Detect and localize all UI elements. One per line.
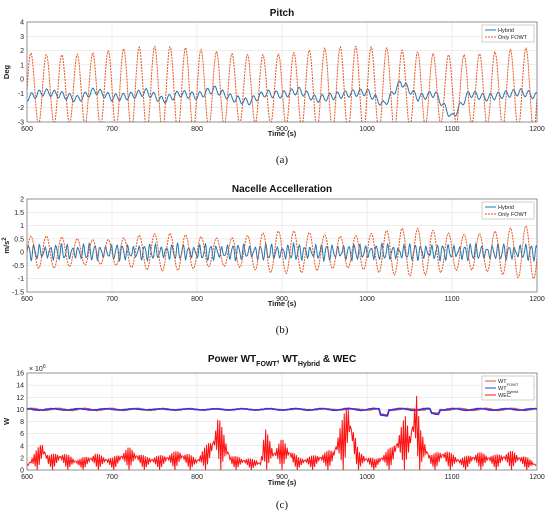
y-tick-label: 4 xyxy=(20,443,24,450)
x-tick-label: 1100 xyxy=(444,296,459,303)
chart-title: Power WTFOWT, WTHybrid & WEC xyxy=(208,354,356,368)
y-tick-label: 0 xyxy=(20,250,24,257)
x-tick-label: 800 xyxy=(191,474,203,481)
series-line xyxy=(27,225,537,280)
y-tick-label: -1.5 xyxy=(12,290,24,297)
series-line xyxy=(27,407,537,417)
plot-area xyxy=(27,45,537,122)
x-axis-label: Time (s) xyxy=(268,299,297,308)
exponent-label: × 106 xyxy=(29,364,46,373)
x-tick-label: 1000 xyxy=(359,296,375,303)
x-tick-label: 1200 xyxy=(529,296,545,303)
panel-2: 600 700 800 900 1000 1100 1200 0 2 4 6 8 10 12 14 16 Pow… xyxy=(2,354,545,511)
y-axis-label: m/s2 xyxy=(2,237,11,254)
y-tick-label: 0 xyxy=(20,77,24,84)
y-tick-label: 4 xyxy=(20,20,24,27)
plot-frame xyxy=(26,198,538,293)
figure-caption: (a) xyxy=(276,154,289,166)
legend-entry: WTFOWT xyxy=(498,379,519,387)
y-tick-label: 2 xyxy=(20,197,24,204)
y-tick-label: 0.5 xyxy=(14,236,24,243)
y-tick-label: 1 xyxy=(20,223,24,230)
y-tick-label: 2 xyxy=(20,48,24,55)
y-tick-label: 1 xyxy=(20,62,24,69)
plot-area xyxy=(27,395,537,470)
y-tick-label: 6 xyxy=(20,431,24,438)
x-tick-label: 700 xyxy=(106,296,118,303)
legend-box xyxy=(481,201,535,220)
y-tick-label: 3 xyxy=(20,34,24,41)
figure-caption: (c) xyxy=(276,499,289,511)
chart-title: Nacelle Accelleration xyxy=(232,184,332,195)
x-tick-label: 600 xyxy=(21,474,33,481)
figure-caption: (b) xyxy=(276,324,289,336)
x-tick-label: 900 xyxy=(276,126,288,133)
legend-box xyxy=(481,24,535,43)
y-tick-label: 12 xyxy=(16,395,24,402)
y-tick-label: -1 xyxy=(18,276,24,283)
y-tick-label: -1 xyxy=(18,91,24,98)
series-line xyxy=(27,241,537,263)
panel-0: 600 700 800 900 1000 1100 1200 -3 -2 -1 0 1 2 3 4 Pitch… xyxy=(2,8,545,166)
y-tick-label: -3 xyxy=(18,120,24,127)
y-tick-label: 0 xyxy=(20,468,24,475)
x-axis-label: Time (s) xyxy=(268,478,297,487)
y-tick-label: -2 xyxy=(18,105,24,112)
y-tick-label: 8 xyxy=(20,419,24,426)
series-line xyxy=(27,45,537,122)
x-axis-label: Time (s) xyxy=(268,129,297,138)
y-tick-label: 2 xyxy=(20,455,24,462)
x-tick-label: 900 xyxy=(276,474,288,481)
x-tick-label: 1200 xyxy=(529,126,545,133)
y-axis-label: Deg xyxy=(2,64,11,79)
x-tick-label: 600 xyxy=(21,126,33,133)
series-line xyxy=(27,80,537,117)
legend-entry: Hybrid xyxy=(498,28,514,34)
x-tick-label: 1100 xyxy=(444,474,459,481)
panel-1: 600 700 800 900 1000 1100 1200 -1.5 -1 -0.5 0 0.5 1 1… xyxy=(2,184,545,336)
x-tick-label: 1000 xyxy=(359,126,375,133)
plot-frame xyxy=(26,372,538,471)
x-tick-label: 800 xyxy=(191,296,203,303)
y-tick-label: 16 xyxy=(16,371,24,378)
y-axis-label: W xyxy=(2,417,11,425)
legend-entry: Only FOWT xyxy=(498,35,528,41)
plot-frame xyxy=(26,21,538,123)
y-tick-label: 14 xyxy=(16,383,24,390)
y-tick-label: 1.5 xyxy=(14,210,24,217)
legend-entry: Only FOWT xyxy=(498,212,528,218)
x-tick-label: 1200 xyxy=(529,474,545,481)
series-line xyxy=(27,395,537,470)
x-tick-label: 700 xyxy=(106,126,118,133)
legend-entry: Hybrid xyxy=(498,205,514,211)
plot-area xyxy=(27,225,537,280)
y-tick-label: -0.5 xyxy=(12,263,24,270)
y-tick-label: 10 xyxy=(16,407,24,414)
legend-entry: WTHybrid xyxy=(498,386,518,394)
x-tick-label: 700 xyxy=(106,474,118,481)
chart-title: Pitch xyxy=(270,8,294,19)
x-tick-label: 900 xyxy=(276,296,288,303)
x-tick-label: 1100 xyxy=(444,126,459,133)
x-tick-label: 600 xyxy=(21,296,33,303)
legend-entry: WEC xyxy=(498,393,511,399)
x-tick-label: 1000 xyxy=(359,474,375,481)
x-tick-label: 800 xyxy=(191,126,203,133)
